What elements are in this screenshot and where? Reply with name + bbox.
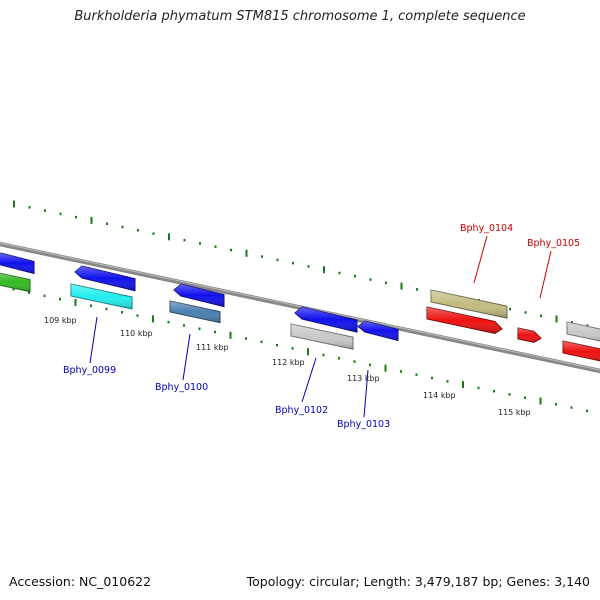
gene-label: Bphy_0105 [527,238,580,249]
gene-bphy-0100-upper-shade [174,284,224,307]
map-title: Burkholderia phymatum STM815 chromosome … [74,9,526,24]
leader-line [363,369,369,418]
gene-inner-steel [169,300,221,324]
tick-label: 115 kbp [498,408,531,417]
gene-inner-grey-shade [291,324,353,350]
gene-inner-right-red [562,340,600,362]
tick-label: 112 kbp [272,358,305,367]
gene-inner-cyan-shade [71,284,132,309]
outer-tick-ring [13,200,589,327]
gene-bphy-0100-upper [173,283,225,308]
gene-outer-right-grey [566,321,600,342]
gene-inner-grey [290,323,354,350]
gene-label: Bphy_0103 [337,419,390,430]
leader-line [473,235,488,284]
backbone-highlight [0,242,600,371]
tick-label: 110 kbp [120,329,153,338]
tick-rings [12,200,589,413]
accession-text: Accession: NC_010622 [9,574,152,589]
gene-label: Bphy_0104 [460,223,513,234]
leader-line [301,357,317,403]
gene-inner-cyan [70,283,133,310]
tick-label: 113 kbp [347,374,380,383]
gene-label: Bphy_0099 [63,365,116,376]
tick-label: 114 kbp [423,391,456,400]
gene-bphy-0105-shade [518,328,541,343]
topology-summary: Topology: circular; Length: 3,479,187 bp… [246,574,590,589]
gene-bphy-0099-upper-shade [75,266,135,291]
gene-features [0,252,600,362]
gene-bphy-0099-upper [74,265,136,292]
gene-bphy-0103 [357,320,399,342]
leader-line [539,250,552,299]
gene-outer-left-blue-shade [0,253,34,274]
chromosome-backbone [0,241,600,374]
gene-bphy-0104-shade [431,290,507,319]
gene-bphy-0104 [430,289,508,319]
gene-bphy-0102-upper [294,306,358,333]
gene-labels: 109 kbp 110 kbp 111 kbp 112 kbp 113 kbp 114 k… [44,223,580,430]
gene-label: Bphy_0102 [275,405,328,416]
gene-label: Bphy_0100 [155,382,208,393]
gene-inner-red-shade [427,307,502,334]
tick-label: 109 kbp [44,316,77,325]
leader-line [182,333,191,381]
gene-outer-left-blue [0,252,35,275]
leader-line [89,316,98,364]
gene-bphy-0105 [517,327,542,343]
backbone-line [0,241,600,374]
gene-inner-left-green-shade [0,273,30,292]
gene-inner-left-green [0,272,31,293]
gene-bphy-0103-shade [358,321,398,341]
gene-bphy-0102-upper-shade [295,307,357,333]
gene-inner-red [426,306,503,334]
gene-inner-steel-shade [170,301,220,323]
gene-inner-right-red-shade [563,341,600,361]
tick-label: 111 kbp [196,343,229,352]
gene-outer-right-grey-shade [567,322,600,341]
